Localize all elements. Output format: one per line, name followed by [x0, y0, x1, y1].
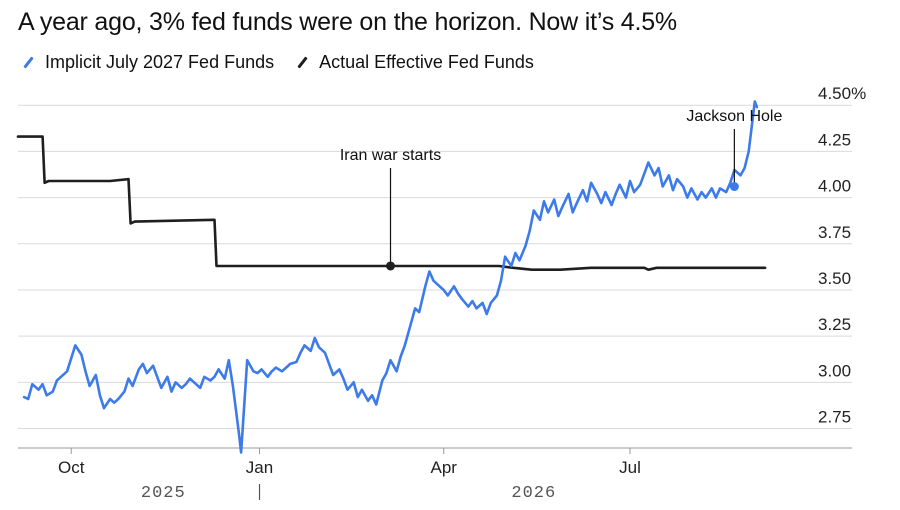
x-tick-label: Apr	[430, 458, 457, 477]
x-tick-label: Jul	[619, 458, 641, 477]
x-tick-label: Oct	[58, 458, 85, 477]
chart-legend: Implicit July 2027 Fed Funds Actual Effe…	[22, 52, 556, 73]
annotation-label: Iran war starts	[340, 147, 441, 164]
y-tick-label: 4.25	[818, 130, 851, 149]
legend-item-implicit: Implicit July 2027 Fed Funds	[22, 52, 274, 73]
legend-label-implicit: Implicit July 2027 Fed Funds	[45, 52, 275, 72]
y-tick-label: 3.25	[818, 315, 851, 334]
series-line-implicit	[22, 100, 759, 454]
annotation-marker	[386, 261, 396, 271]
x-tick-label: Jan	[246, 458, 273, 477]
legend-label-actual: Actual Effective Fed Funds	[319, 52, 534, 72]
year-label: 2025	[141, 484, 186, 503]
annotation-marker	[729, 182, 739, 192]
y-tick-label: 2.75	[818, 408, 851, 427]
annotation-label: Jackson Hole	[686, 108, 782, 125]
chart-title: A year ago, 3% fed funds were on the hor…	[18, 8, 677, 36]
y-tick-label: 4.50%	[818, 84, 866, 103]
y-tick-label: 3.75	[818, 223, 851, 242]
y-tick-label: 4.00	[818, 177, 851, 196]
legend-item-actual: Actual Effective Fed Funds	[296, 52, 534, 73]
year-label: 2026	[511, 484, 556, 503]
y-tick-label: 3.50	[818, 269, 851, 288]
y-tick-label: 3.00	[818, 361, 851, 380]
series-line-actual	[16, 135, 767, 271]
